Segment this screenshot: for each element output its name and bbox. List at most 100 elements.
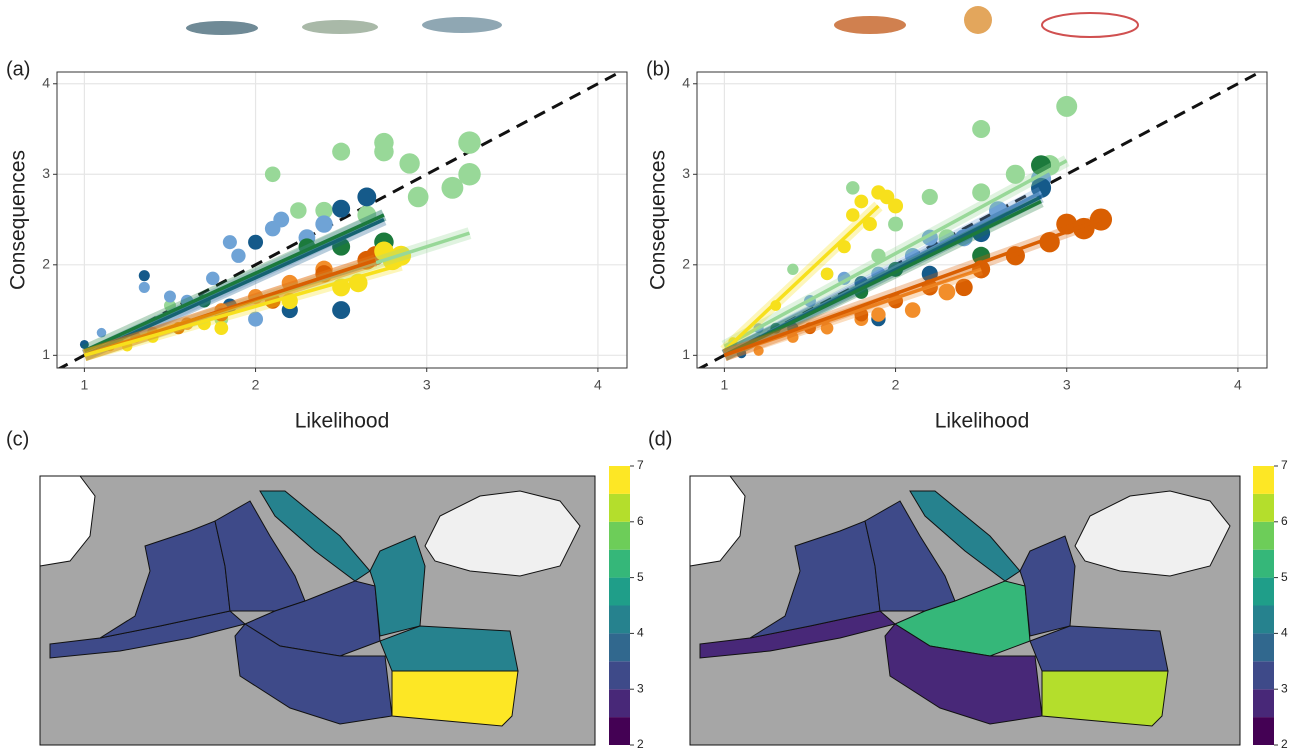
colorbar-tick-label: 4 (1281, 626, 1288, 640)
colorbar-tick-label: 6 (637, 514, 644, 528)
panel-label: (c) (6, 428, 29, 450)
point (273, 212, 289, 228)
region (1030, 626, 1168, 671)
colorbar-tick-label: 7 (637, 458, 644, 472)
x-tick-label: 1 (80, 377, 88, 393)
point (248, 235, 263, 250)
point (139, 270, 150, 281)
octopus-icon (964, 6, 992, 34)
point (888, 198, 903, 213)
colorbar-tick-label: 5 (637, 570, 644, 584)
colorbar-band (1253, 550, 1274, 578)
colorbar-band (609, 633, 630, 661)
point (206, 272, 219, 285)
fish-icon (302, 20, 378, 34)
point (357, 187, 376, 206)
y-tick-label: 1 (42, 346, 50, 362)
colorbar-band (609, 661, 630, 689)
colorbar-band (609, 522, 630, 550)
colorbar-band (609, 494, 630, 522)
plot-area (57, 68, 627, 369)
x-axis-label: Likelihood (935, 410, 1030, 433)
point (787, 264, 798, 275)
point (164, 291, 176, 303)
colorbar-tick-label: 3 (637, 681, 644, 695)
x-tick-label: 2 (892, 377, 900, 393)
panel-label: (b) (646, 58, 670, 80)
point (332, 143, 350, 161)
y-tick-label: 1 (682, 346, 690, 362)
point (399, 153, 419, 173)
figure: 1 2 3 4 1 2 3 4 Likelihood Consequences (a) 1 2 3 4 1 2 3… (0, 0, 1301, 756)
region (1042, 671, 1168, 726)
point (972, 120, 990, 138)
fish-icon (186, 21, 258, 35)
point (922, 189, 938, 205)
colorbar-band (1253, 522, 1274, 550)
colorbar-tick-label: 6 (1281, 514, 1288, 528)
illustrations (186, 6, 1138, 37)
point (223, 235, 237, 249)
colorbar-band (609, 717, 630, 745)
point (1056, 96, 1077, 117)
point (854, 195, 868, 209)
colorbar-band (609, 550, 630, 578)
panel-label: (d) (648, 428, 672, 450)
x-tick-label: 3 (1063, 377, 1071, 393)
colorbar-tick-label: 2 (1281, 737, 1288, 751)
colorbar-band (609, 578, 630, 606)
colorbar-band (609, 466, 630, 494)
y-tick-label: 4 (42, 74, 50, 90)
y-tick-label: 2 (42, 256, 50, 272)
point (821, 268, 834, 281)
fish-icon (422, 17, 502, 33)
point (458, 163, 480, 185)
colorbar-band (1253, 466, 1274, 494)
region (380, 626, 518, 671)
point (265, 167, 281, 183)
x-tick-label: 4 (594, 377, 602, 393)
y-tick-label: 4 (682, 74, 690, 90)
colorbar-tick-label: 3 (1281, 681, 1288, 695)
colorbar-band (1253, 494, 1274, 522)
fish-icon (834, 16, 906, 34)
point (458, 131, 480, 153)
y-axis-label: Consequences (647, 150, 670, 290)
colorbar-band (1253, 633, 1274, 661)
colorbar-tick-label: 4 (637, 626, 644, 640)
y-tick-label: 3 (42, 165, 50, 181)
x-axis-label: Likelihood (295, 410, 390, 433)
y-tick-label: 2 (682, 256, 690, 272)
point (905, 302, 921, 318)
colorbar-tick-label: 2 (637, 737, 644, 751)
point (139, 282, 150, 293)
colorbar-band (1253, 717, 1274, 745)
point (408, 187, 429, 208)
point (231, 249, 245, 263)
colorbar-band (1253, 578, 1274, 606)
colorbar-band (609, 689, 630, 717)
x-tick-label: 4 (1234, 377, 1242, 393)
colorbar-tick-label: 5 (1281, 570, 1288, 584)
point (315, 215, 332, 232)
point (888, 217, 903, 232)
point (332, 301, 350, 319)
point (374, 142, 393, 161)
x-tick-label: 1 (720, 377, 728, 393)
shrimp-icon (1042, 13, 1138, 37)
colorbar-band (609, 606, 630, 634)
colorbar-band (1253, 689, 1274, 717)
colorbar-band (1253, 661, 1274, 689)
region (392, 671, 518, 726)
x-tick-label: 3 (423, 377, 431, 393)
plot-area (697, 68, 1267, 369)
y-tick-label: 3 (682, 165, 690, 181)
colorbar-band (1253, 606, 1274, 634)
point (846, 181, 859, 194)
y-axis-label: Consequences (7, 150, 30, 290)
point (332, 200, 350, 218)
colorbar-tick-label: 7 (1281, 458, 1288, 472)
panel-label: (a) (6, 58, 30, 80)
x-tick-label: 2 (252, 377, 260, 393)
point (290, 202, 306, 218)
